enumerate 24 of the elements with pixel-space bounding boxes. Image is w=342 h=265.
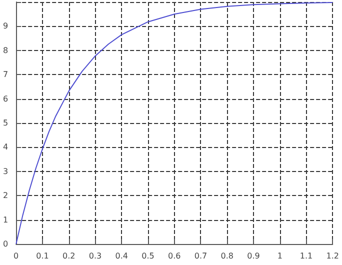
- x-tick-label: 1.1: [300, 252, 313, 260]
- line-series: [16, 2, 334, 244]
- x-tick-label: 0.2: [62, 252, 76, 260]
- y-tick-label: 9: [2, 22, 8, 31]
- y-tick-label: 4: [2, 142, 8, 152]
- x-tick-label: 1: [277, 252, 282, 260]
- x-tick-label: 0.6: [168, 252, 181, 260]
- x-tick-label: 0.4: [115, 252, 128, 260]
- y-tick-label: 5: [2, 118, 8, 128]
- x-tick-label: 1.2: [326, 252, 340, 260]
- y-tick-label: 1: [2, 215, 8, 224]
- x-tick-label: 0.1: [36, 252, 49, 260]
- x-tick-label: 0: [14, 252, 19, 260]
- y-tick-label: 7: [2, 70, 8, 80]
- y-tick-label: 2: [2, 191, 8, 200]
- x-tick-label: 0.3: [88, 252, 102, 260]
- y-tick-label: 8: [2, 46, 8, 55]
- y-tick-label: 3: [2, 166, 8, 176]
- x-tick-label: 0.5: [142, 252, 154, 260]
- y-tick-label: 6: [2, 94, 8, 104]
- x-tick-label: 0.8: [220, 252, 234, 260]
- y-tick-label: 0: [2, 240, 8, 248]
- x-tick-label: 0.9: [247, 252, 260, 260]
- x-tick-label: 0.7: [194, 252, 208, 260]
